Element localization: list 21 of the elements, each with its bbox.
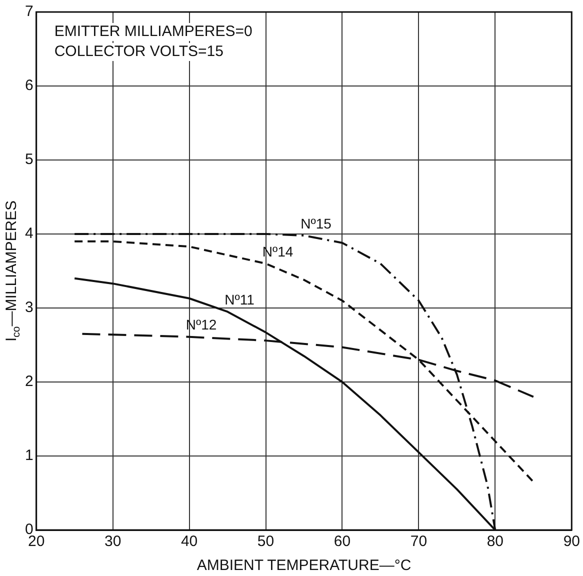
y-tick-label: 1	[25, 447, 34, 464]
y-tick-label: 2	[25, 373, 34, 390]
y-axis-title: Ico—MILLIAMPERES	[3, 200, 22, 342]
y-tick-label: 6	[25, 77, 34, 94]
series-label: Nº11	[224, 292, 255, 308]
x-tick-label: 20	[28, 533, 45, 550]
x-tick-label: 40	[180, 533, 198, 550]
x-tick-label: 80	[486, 533, 504, 550]
x-tick-label: 70	[410, 533, 428, 550]
y-tick-label: 4	[25, 225, 34, 242]
x-tick-label: 90	[563, 533, 580, 550]
y-tick-label: 7	[25, 3, 34, 20]
x-axis-title: AMBIENT TEMPERATURE—°C	[196, 557, 412, 574]
y-tick-label: 5	[25, 151, 34, 168]
series-label: Nº15	[300, 215, 332, 232]
y-tick-label: 3	[25, 299, 34, 316]
annotation: COLLECTOR VOLTS=15	[54, 43, 224, 60]
x-tick-label: 60	[334, 533, 351, 550]
x-tick-label: 50	[257, 533, 274, 550]
annotation: EMITTER MILLIAMPERES=0	[54, 23, 252, 40]
x-tick-label: 30	[104, 533, 122, 550]
